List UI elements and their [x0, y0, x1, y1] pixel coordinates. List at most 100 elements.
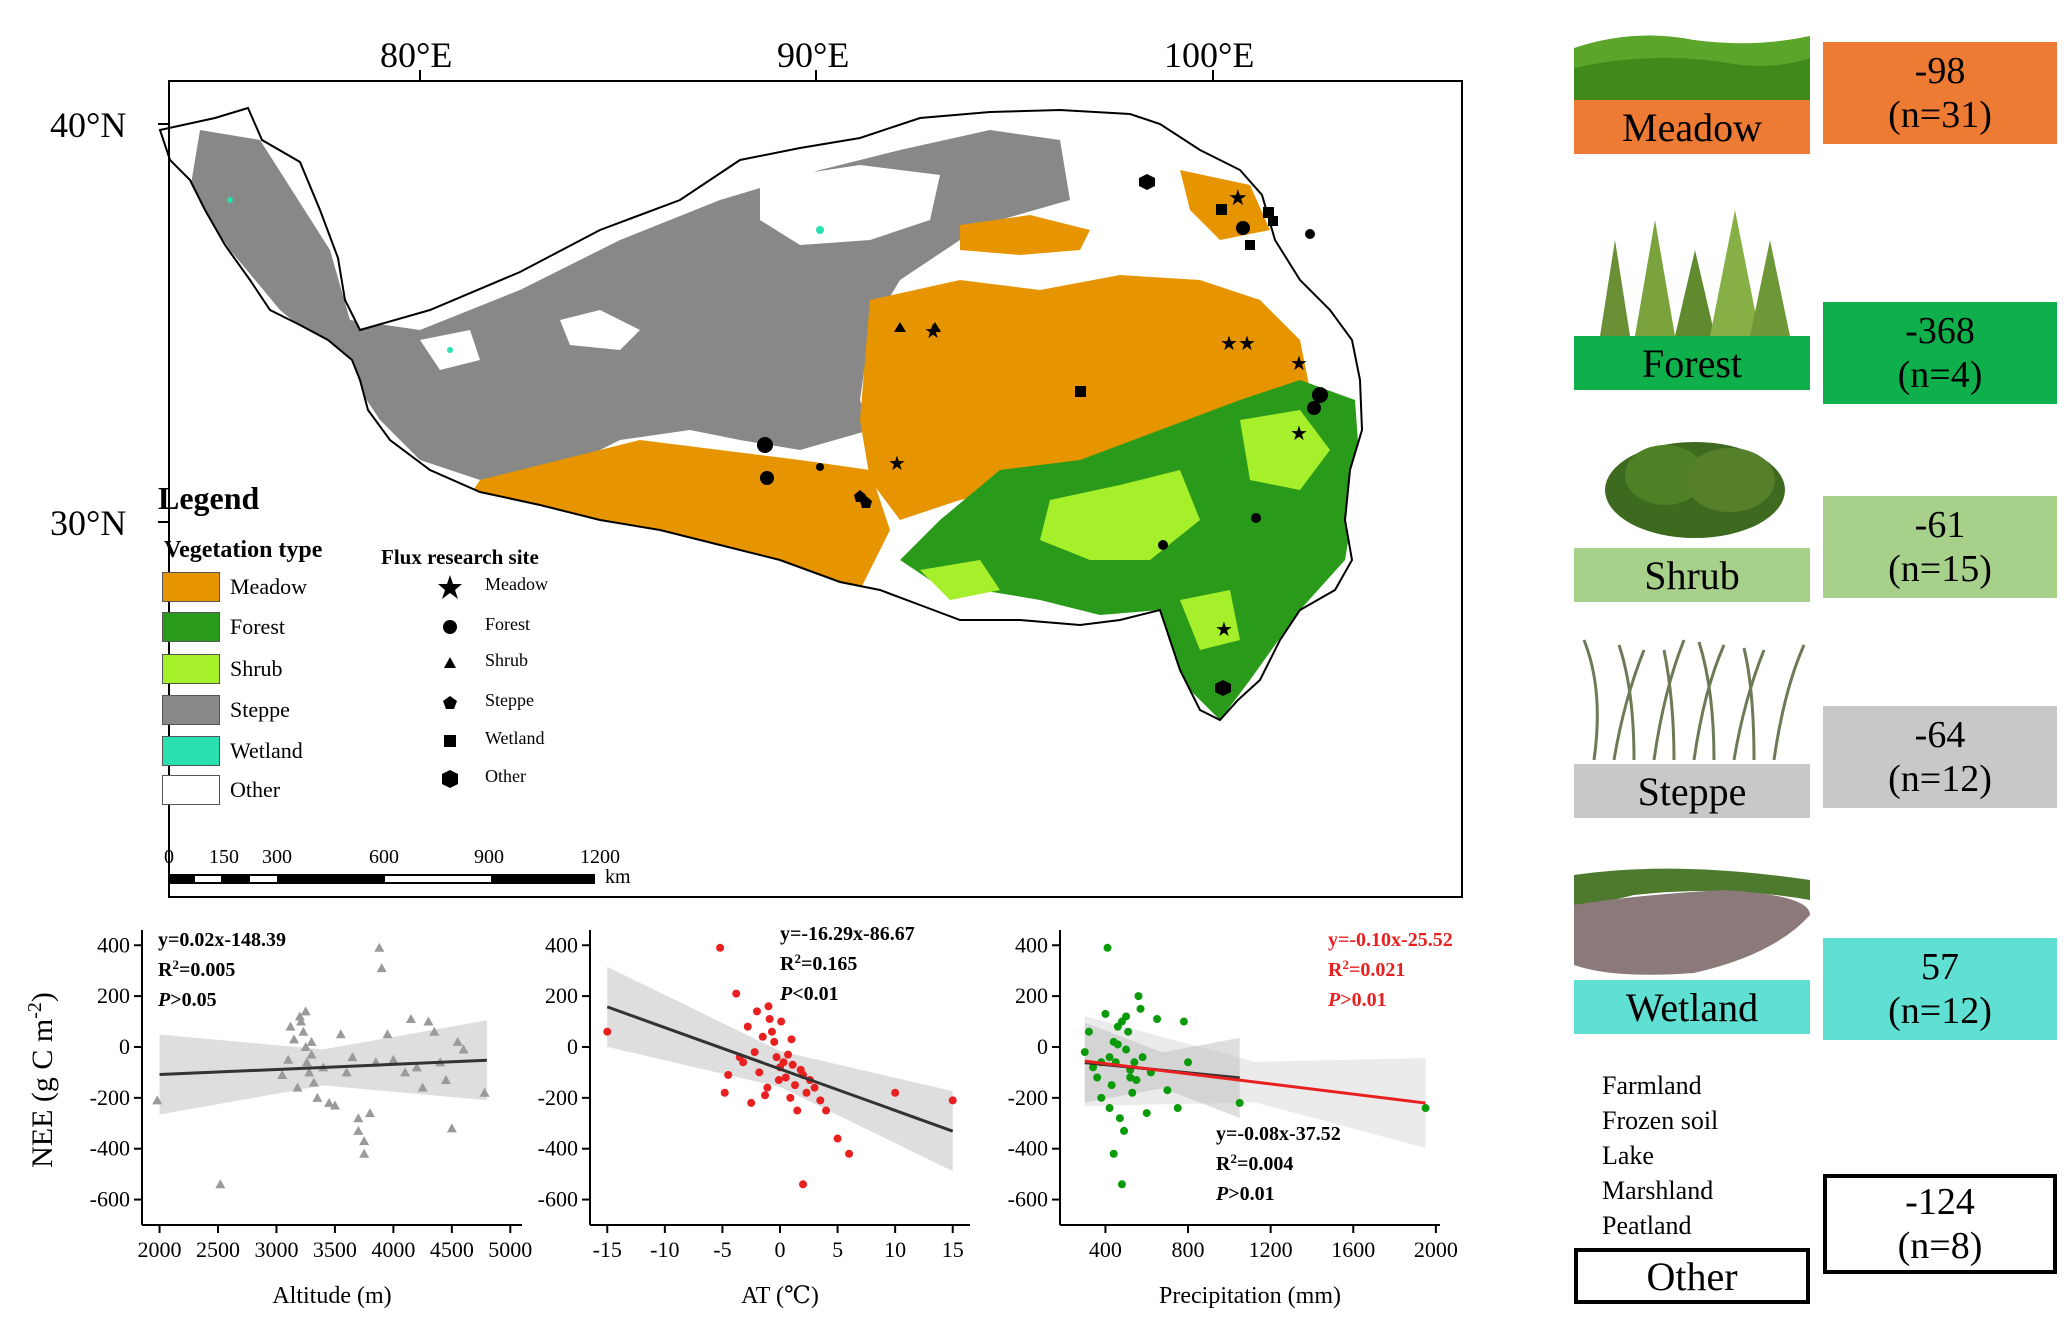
star-icon [438, 575, 462, 599]
regression-equation: y=0.02x-148.39 [158, 929, 286, 951]
data-point [1122, 1045, 1131, 1054]
data-point [306, 1049, 317, 1059]
site-marker-meadow: ★ [1290, 423, 1308, 445]
y-tick-label: -200 [90, 1085, 130, 1110]
data-point [353, 1125, 364, 1135]
data-point [1105, 1053, 1114, 1062]
data-point [758, 1032, 767, 1041]
data-point [479, 1087, 490, 1097]
site-legend-label: Meadow [485, 574, 548, 594]
data-point [417, 1082, 428, 1092]
site-marker-forest [1312, 387, 1328, 403]
site-marker-wetland [1263, 207, 1274, 218]
y-tick-label: 200 [1015, 983, 1048, 1008]
data-point [765, 1015, 774, 1024]
x-tick-label: 0 [775, 1237, 786, 1262]
data-point [365, 1108, 375, 1118]
scale-unit: km [605, 866, 631, 888]
map-ticks [158, 70, 1214, 523]
y-tick-label: 400 [545, 932, 578, 957]
data-point [1126, 1073, 1135, 1082]
pentagon-icon [443, 696, 457, 709]
nee-count: (n=8) [1897, 1225, 1983, 1267]
triangle-icon [444, 657, 456, 668]
y-tick-label: -400 [90, 1136, 130, 1161]
nee-mean: 57 [1921, 946, 1959, 988]
data-point [1120, 1126, 1129, 1135]
data-point [1163, 1086, 1172, 1095]
x-tick-label: 10 [884, 1237, 906, 1262]
site-marker-meadow: ★ [1228, 185, 1248, 210]
data-point [411, 1062, 422, 1072]
data-point [1101, 1009, 1110, 1018]
nee-mean: -368 [1905, 310, 1975, 352]
site-marker-meadow: ★ [1220, 333, 1238, 355]
site-marker-wetland [1216, 204, 1227, 215]
data-point [1179, 1017, 1188, 1026]
x-tick-label: 2000 [1414, 1237, 1458, 1262]
data-point [215, 1179, 226, 1189]
nee-count: (n=12) [1888, 758, 1992, 800]
lon-label-80e: 80°E [380, 35, 453, 75]
data-point [1122, 1012, 1131, 1021]
data-point [739, 1058, 748, 1067]
data-point [446, 1123, 457, 1133]
site-legend-label: Shrub [485, 650, 529, 670]
data-point [1136, 1004, 1145, 1013]
data-point [335, 1029, 346, 1039]
site-marker-shrub [929, 322, 941, 332]
site-marker-wetland [1245, 240, 1255, 250]
data-point [761, 1091, 770, 1100]
data-point [781, 1073, 790, 1082]
site-marker-forest [1236, 221, 1250, 235]
map-frame [168, 80, 1463, 898]
p-value: P>0.01 [1327, 989, 1387, 1011]
data-point [388, 1054, 399, 1064]
legend-label: Steppe [230, 697, 290, 722]
data-point [1103, 943, 1112, 952]
other-member: Lake [1602, 1141, 1654, 1170]
regression-equation: y=-0.08x-37.52 [1216, 1123, 1341, 1145]
data-point [304, 1067, 315, 1077]
data-point [1084, 1027, 1093, 1036]
nee-count: (n=31) [1888, 94, 1992, 136]
legend-swatch [162, 695, 220, 725]
site-marker-forest [816, 463, 824, 471]
data-point [763, 1083, 772, 1092]
scale-tick: 0 [164, 846, 174, 868]
data-point [1421, 1104, 1430, 1113]
legend-vegetation-heading: Vegetation type [164, 537, 323, 563]
data-point [603, 1027, 612, 1036]
ecosystem-label-forest: Forest [1574, 336, 1810, 390]
data-point [777, 1017, 786, 1026]
nee-value-forest: -368 (n=4) [1823, 302, 2057, 404]
y-tick-label: 0 [1037, 1034, 1048, 1059]
y-tick-label: -200 [538, 1085, 578, 1110]
data-point [294, 1011, 305, 1021]
data-point [441, 1075, 451, 1085]
other-member: Marshland [1602, 1176, 1714, 1205]
data-point [774, 1076, 783, 1085]
x-tick-label: 5 [832, 1237, 843, 1262]
nee-mean: -124 [1905, 1181, 1975, 1223]
site-marker-forest [1307, 401, 1321, 415]
data-point [716, 943, 725, 952]
y-tick-label: 200 [97, 983, 130, 1008]
data-point [1142, 1109, 1151, 1118]
data-point [764, 1002, 773, 1011]
data-point [1138, 1053, 1147, 1062]
scale-tick: 1200 [580, 846, 620, 868]
fit-line [159, 1058, 487, 1077]
meadow-photo [1574, 35, 1810, 100]
fit-line [606, 1005, 954, 1133]
other-members-list: Farmland Frozen soil Lake Marshland Peat… [1602, 1068, 1718, 1243]
data-point [376, 963, 387, 973]
data-point [458, 1044, 469, 1054]
legend-swatch [162, 654, 220, 684]
data-point [845, 1149, 854, 1158]
data-point [948, 1096, 957, 1105]
site-marker-other [1215, 680, 1231, 696]
data-point [750, 1048, 759, 1057]
site-marker-forest [760, 471, 774, 485]
